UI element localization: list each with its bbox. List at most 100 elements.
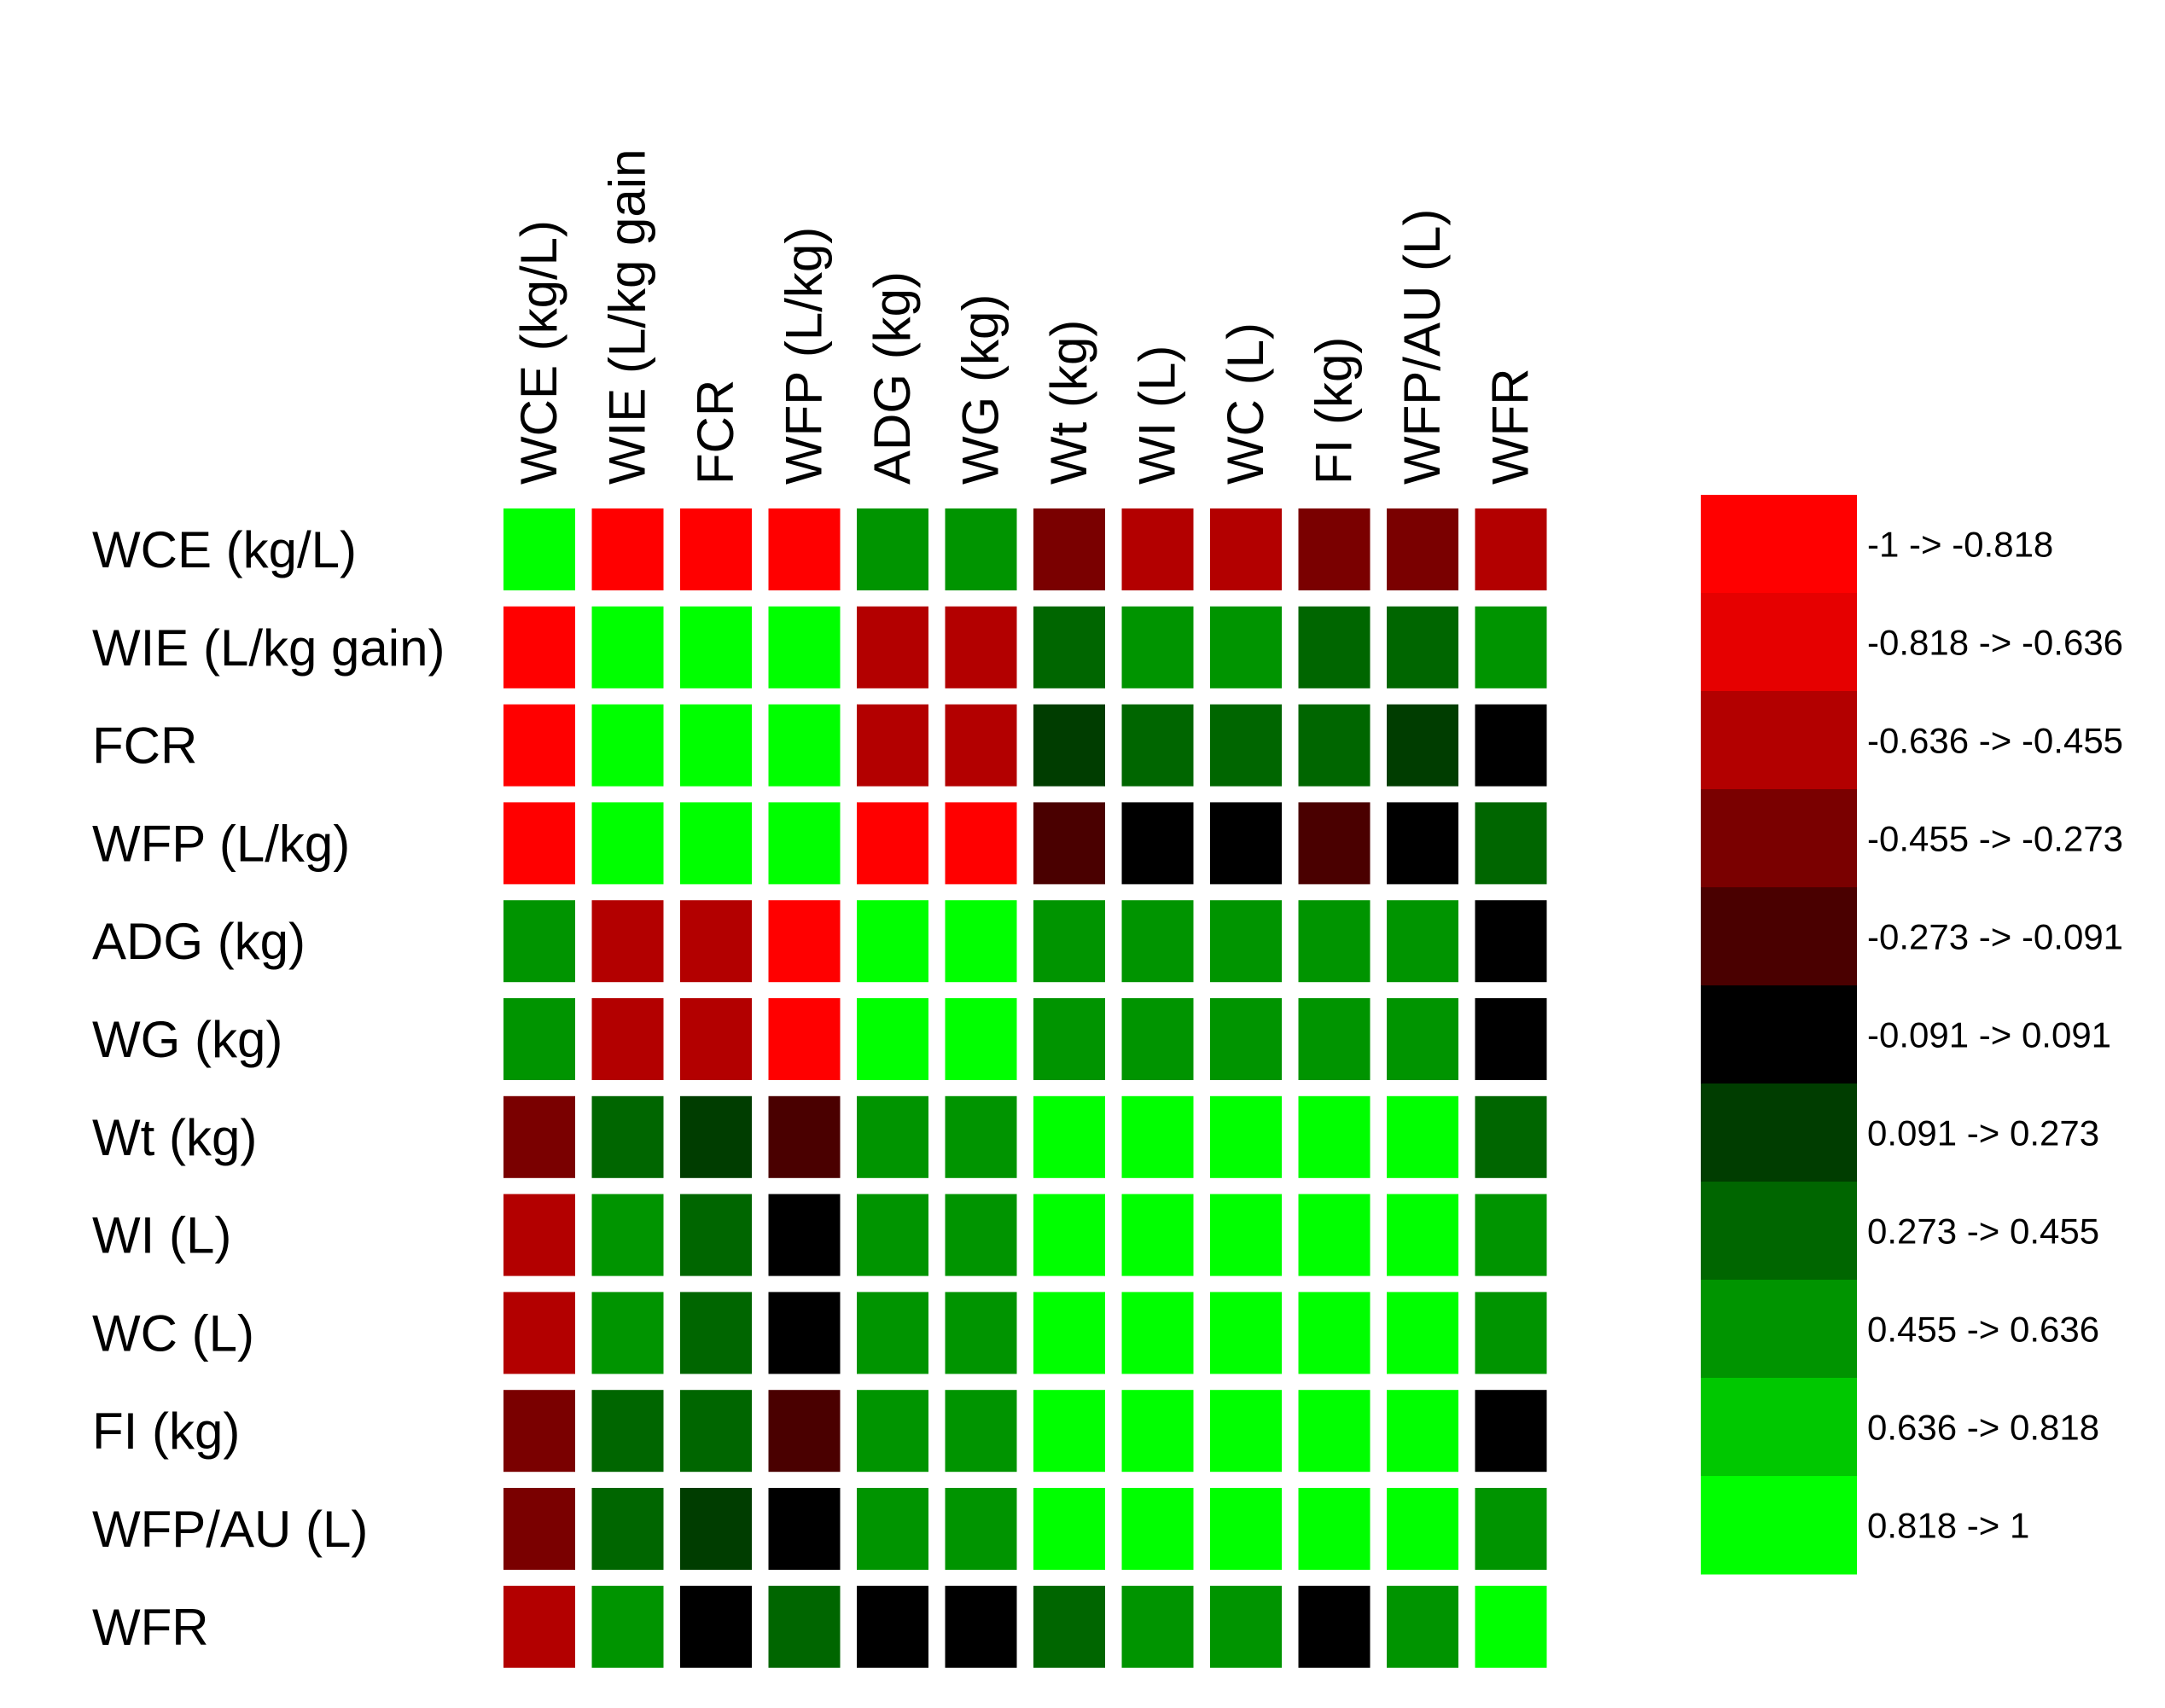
heatmap-cell-fcr-wg-kg [945, 704, 1017, 787]
heatmap-cell-wc-l-fcr [680, 1292, 752, 1374]
heatmap-cell-wfp-au-l-adg-kg [857, 1488, 928, 1570]
legend-label-7: 0.273 -> 0.455 [1867, 1211, 2099, 1252]
heatmap-cell-wfr-wt-kg [1033, 1585, 1105, 1668]
heatmap-cell-wt-kg-wt-kg [1033, 1095, 1105, 1178]
heatmap-cell-wc-l-wc-l [1210, 1292, 1282, 1374]
heatmap-cell-wfp-l-kg-fcr [680, 802, 752, 885]
heatmap-cell-wfp-au-l-wg-kg [945, 1488, 1017, 1570]
heatmap-cell-wfp-l-kg-wce-kg-l [503, 802, 575, 885]
heatmap-cell-fi-kg-wt-kg [1033, 1390, 1105, 1473]
row-label-wt-kg: Wt (kg) [92, 1109, 257, 1166]
legend-swatch-1 [1701, 593, 1857, 692]
heatmap-cell-wt-kg-fi-kg [1298, 1095, 1371, 1178]
heatmap-cell-wt-kg-wi-l [1121, 1095, 1194, 1178]
heatmap-cell-wie-l-kg-gain-fi-kg [1298, 606, 1371, 688]
heatmap-cell-wfr-wfp-au-l [1387, 1585, 1458, 1668]
heatmap-cell-wg-kg-wt-kg [1033, 998, 1105, 1080]
heatmap-cell-adg-kg-wc-l [1210, 900, 1282, 983]
legend-swatch-0 [1701, 495, 1857, 594]
heatmap-cell-adg-kg-adg-kg [857, 900, 928, 983]
heatmap-cell-wfp-au-l-wt-kg [1033, 1488, 1105, 1570]
legend-label-1: -0.818 -> -0.636 [1867, 623, 2123, 663]
legend-label-4: -0.273 -> -0.091 [1867, 917, 2123, 957]
heatmap-cell-wt-kg-adg-kg [857, 1095, 928, 1178]
heatmap-cell-fi-kg-wi-l [1121, 1390, 1194, 1473]
row-label-wg-kg: WG (kg) [92, 1011, 282, 1068]
heatmap-cell-wi-l-wt-kg [1033, 1194, 1105, 1276]
heatmap-cell-wie-l-kg-gain-wce-kg-l [503, 606, 575, 688]
heatmap-cell-fcr-wt-kg [1033, 704, 1105, 787]
color-legend: -1 -> -0.818 -0.818 -> -0.636 -0.636 -> -0… [1701, 495, 2123, 1575]
heatmap-cell-wc-l-wt-kg [1033, 1292, 1105, 1374]
row-label-wfp-l-kg: WFP (L/kg) [92, 815, 350, 872]
heatmap-cell-wfr-wie-l-kg-gain [591, 1585, 664, 1668]
heatmap-cell-wc-l-wie-l-kg-gain [591, 1292, 664, 1374]
heatmap-cell-fi-kg-wfp-l-kg [768, 1390, 841, 1473]
legend-label-6: 0.091 -> 0.273 [1867, 1113, 2099, 1153]
heatmap-cell-wc-l-wfr [1475, 1292, 1547, 1374]
column-label-wc-l: WC (L) [1217, 322, 1274, 485]
heatmap-cell-wie-l-kg-gain-wi-l [1121, 606, 1194, 688]
heatmap-cell-adg-kg-wg-kg [945, 900, 1017, 983]
column-label-adg-kg: ADG (kg) [864, 271, 921, 485]
heatmap-cell-fcr-wie-l-kg-gain [591, 704, 664, 787]
heatmap-cell-fcr-adg-kg [857, 704, 928, 787]
heatmap-cell-wce-kg-l-wg-kg [945, 508, 1017, 590]
row-label-wi-l: WI (L) [92, 1207, 231, 1264]
heatmap-cell-wi-l-wfp-au-l [1387, 1194, 1458, 1276]
heatmap-cell-wt-kg-wfp-l-kg [768, 1095, 841, 1178]
heatmap-cell-wc-l-wfp-au-l [1387, 1292, 1458, 1374]
heatmap-cell-wie-l-kg-gain-wfp-au-l [1387, 606, 1458, 688]
heatmap-cell-adg-kg-fi-kg [1298, 900, 1371, 983]
heatmap-cell-wfp-au-l-wfp-au-l [1387, 1488, 1458, 1570]
legend-swatch-7 [1701, 1182, 1857, 1281]
legend-label-9: 0.636 -> 0.818 [1867, 1408, 2099, 1448]
heatmap-cell-wc-l-wce-kg-l [503, 1292, 575, 1374]
heatmap-cell-wie-l-kg-gain-wg-kg [945, 606, 1017, 688]
heatmap-cell-wfp-au-l-wfr [1475, 1488, 1547, 1570]
heatmap-cell-wfr-wce-kg-l [503, 1585, 575, 1668]
heatmap-cell-wie-l-kg-gain-wc-l [1210, 606, 1282, 688]
heatmap-cell-fcr-fcr [680, 704, 752, 787]
heatmap-cell-wi-l-fi-kg [1298, 1194, 1371, 1276]
heatmap-cell-wce-kg-l-wfp-au-l [1387, 508, 1458, 590]
column-label-wie-l-kg-gain: WIE (L/kg gain [599, 149, 656, 485]
row-label-wce-kg-l: WCE (kg/L) [92, 521, 357, 578]
heatmap-cell-wfr-fi-kg [1298, 1585, 1371, 1668]
legend-label-8: 0.455 -> 0.636 [1867, 1310, 2099, 1350]
column-label-fi-kg: FI (kg) [1306, 337, 1363, 485]
heatmap-cell-wfr-wi-l [1121, 1585, 1194, 1668]
heatmap-cell-wt-kg-wce-kg-l [503, 1095, 575, 1178]
legend-swatch-4 [1701, 887, 1857, 986]
heatmap-cell-fcr-fi-kg [1298, 704, 1371, 787]
row-label-wfp-au-l: WFP/AU (L) [92, 1501, 368, 1558]
heatmap-cell-wi-l-wc-l [1210, 1194, 1282, 1276]
heatmap-cell-fcr-wfp-au-l [1387, 704, 1458, 787]
heatmap-cell-wce-kg-l-wt-kg [1033, 508, 1105, 590]
legend-label-0: -1 -> -0.818 [1867, 525, 2053, 565]
legend-swatch-8 [1701, 1280, 1857, 1379]
heatmap-cell-wi-l-wg-kg [945, 1194, 1017, 1276]
heatmap-cell-wfr-wg-kg [945, 1585, 1017, 1668]
heatmap-cell-wce-kg-l-adg-kg [857, 508, 928, 590]
heatmap-cell-wc-l-wg-kg [945, 1292, 1017, 1374]
legend-swatch-9 [1701, 1378, 1857, 1477]
heatmap-cell-wfp-au-l-fi-kg [1298, 1488, 1371, 1570]
heatmap-cell-wt-kg-wc-l [1210, 1095, 1282, 1178]
heatmap-cell-wc-l-fi-kg [1298, 1292, 1371, 1374]
heatmap-cell-wie-l-kg-gain-wt-kg [1033, 606, 1105, 688]
heatmap-cell-adg-kg-fcr [680, 900, 752, 983]
heatmap-cell-wg-kg-wi-l [1121, 998, 1194, 1080]
column-label-wce-kg-l: WCE (kg/L) [510, 220, 567, 485]
heatmap-cell-wi-l-wfr [1475, 1194, 1547, 1276]
heatmap-cell-wie-l-kg-gain-fcr [680, 606, 752, 688]
heatmap-cell-wg-kg-wfp-au-l [1387, 998, 1458, 1080]
heatmap-cell-fi-kg-wc-l [1210, 1390, 1282, 1473]
legend-label-5: -0.091 -> 0.091 [1867, 1015, 2111, 1055]
heatmap-cell-wfp-au-l-fcr [680, 1488, 752, 1570]
heatmap-cell-wfr-wc-l [1210, 1585, 1282, 1668]
heatmap-cell-wfr-wfr [1475, 1585, 1547, 1668]
heatmap-cell-wfp-au-l-wi-l [1121, 1488, 1194, 1570]
